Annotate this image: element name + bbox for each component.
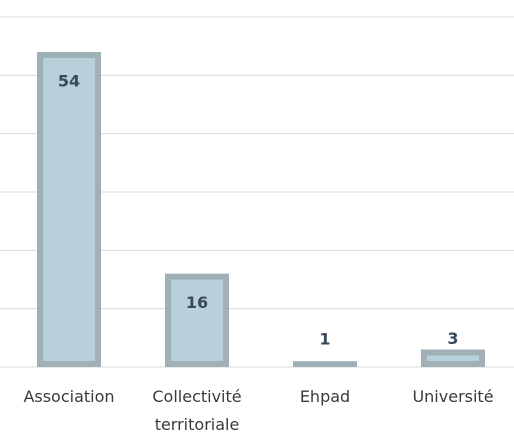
x-tick-label: Association bbox=[23, 387, 115, 406]
x-tick-label: Ehpad bbox=[299, 387, 351, 406]
bar-inner bbox=[171, 279, 223, 361]
bar-outer bbox=[293, 361, 357, 367]
bar-inner bbox=[427, 355, 479, 361]
data-label: 1 bbox=[319, 330, 330, 349]
x-tick-label: Collectivité territoriale bbox=[152, 387, 242, 434]
x-tick-label: Université bbox=[412, 387, 494, 406]
bar-inner bbox=[43, 58, 95, 361]
bar bbox=[165, 273, 229, 367]
data-label: 3 bbox=[447, 329, 458, 348]
data-label: 54 bbox=[58, 72, 80, 91]
bar bbox=[421, 349, 485, 367]
data-label: 16 bbox=[186, 293, 208, 312]
bar bbox=[37, 52, 101, 367]
bar bbox=[293, 361, 357, 367]
